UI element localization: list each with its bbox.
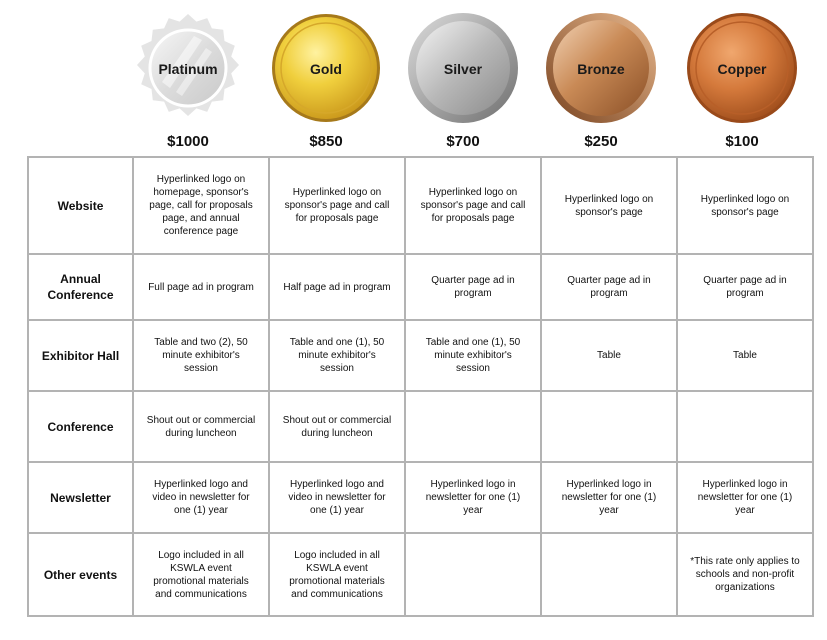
row-label-exhibitor-hall: Exhibitor Hall — [27, 319, 134, 392]
benefit-cell: Table and one (1), 50 minute exhibitor's… — [268, 319, 406, 392]
sponsorship-benefits-table: Website Hyperlinked logo on homepage, sp… — [27, 156, 814, 617]
benefit-cell — [676, 390, 814, 463]
tier-price-gold: $850 — [309, 133, 343, 150]
tier-name-platinum: Platinum — [158, 61, 217, 77]
tier-name-gold: Gold — [310, 61, 342, 77]
benefit-cell — [404, 532, 542, 617]
tier-price-copper: $100 — [725, 133, 759, 150]
benefit-cell: Hyperlinked logo in newsletter for one (… — [676, 461, 814, 534]
benefit-cell: Table — [676, 319, 814, 392]
benefit-cell: Hyperlinked logo on sponsor's page and c… — [268, 156, 406, 255]
benefit-cell: Shout out or commercial during luncheon — [268, 390, 406, 463]
table-row-conference: Conference Shout out or commercial durin… — [27, 390, 814, 463]
row-label-annual-conference: Annual Conference — [27, 253, 134, 321]
row-label-newsletter: Newsletter — [27, 461, 134, 534]
tier-name-copper: Copper — [718, 61, 768, 77]
row-label-website: Website — [27, 156, 134, 255]
benefit-cell: Hyperlinked logo on sponsor's page — [676, 156, 814, 255]
tier-bronze: Bronze $250 — [545, 12, 657, 150]
table-row-exhibitor-hall: Exhibitor Hall Table and two (2), 50 min… — [27, 319, 814, 392]
tier-name-bronze: Bronze — [577, 61, 625, 77]
row-label-other-events: Other events — [27, 532, 134, 617]
table-row-other-events: Other events Logo included in all KSWLA … — [27, 532, 814, 617]
bronze-medal-icon: Bronze — [546, 13, 656, 123]
gold-medal-icon: Gold — [272, 14, 380, 122]
tier-price-platinum: $1000 — [167, 133, 209, 150]
benefit-cell: Hyperlinked logo on sponsor's page — [540, 156, 678, 255]
table-row-annual-conference: Annual Conference Full page ad in progra… — [27, 253, 814, 321]
benefit-cell: Logo included in all KSWLA event promoti… — [268, 532, 406, 617]
benefit-cell: Half page ad in program — [268, 253, 406, 321]
benefit-cell — [540, 390, 678, 463]
benefit-cell: Full page ad in program — [132, 253, 270, 321]
tier-price-bronze: $250 — [584, 133, 618, 150]
benefit-cell: Quarter page ad in program — [676, 253, 814, 321]
platinum-seal-icon: Platinum — [137, 14, 239, 116]
benefit-cell — [404, 390, 542, 463]
tier-name-silver: Silver — [444, 61, 483, 77]
benefit-cell: Hyperlinked logo on sponsor's page and c… — [404, 156, 542, 255]
benefit-cell — [540, 532, 678, 617]
benefit-cell: Hyperlinked logo in newsletter for one (… — [540, 461, 678, 534]
silver-medal-icon: Silver — [408, 13, 518, 123]
benefit-cell: Quarter page ad in program — [540, 253, 678, 321]
tier-gold: Gold $850 — [270, 12, 382, 150]
tier-copper: Copper $100 — [686, 12, 798, 150]
benefit-cell: Hyperlinked logo on homepage, sponsor's … — [132, 156, 270, 255]
table-row-newsletter: Newsletter Hyperlinked logo and video in… — [27, 461, 814, 534]
benefit-cell: Hyperlinked logo and video in newsletter… — [268, 461, 406, 534]
table-row-website: Website Hyperlinked logo on homepage, sp… — [27, 156, 814, 255]
copper-medal-icon: Copper — [687, 13, 797, 123]
tier-price-silver: $700 — [446, 133, 480, 150]
tier-platinum: Platinum $1000 — [132, 12, 244, 150]
row-label-conference: Conference — [27, 390, 134, 463]
benefit-cell: Table and one (1), 50 minute exhibitor's… — [404, 319, 542, 392]
tier-silver: Silver $700 — [407, 12, 519, 150]
benefit-cell: Table — [540, 319, 678, 392]
benefit-cell: Hyperlinked logo in newsletter for one (… — [404, 461, 542, 534]
benefit-cell: Shout out or commercial during luncheon — [132, 390, 270, 463]
benefit-cell: Table and two (2), 50 minute exhibitor's… — [132, 319, 270, 392]
benefit-cell: Logo included in all KSWLA event promoti… — [132, 532, 270, 617]
benefit-cell: Hyperlinked logo and video in newsletter… — [132, 461, 270, 534]
rate-note: *This rate only applies to schools and n… — [676, 532, 814, 617]
benefit-cell: Quarter page ad in program — [404, 253, 542, 321]
